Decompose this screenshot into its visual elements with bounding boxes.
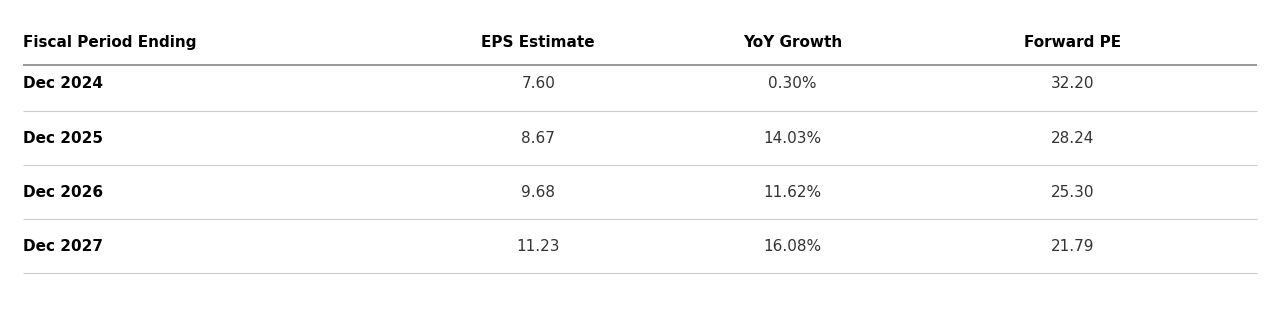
Text: 25.30: 25.30 xyxy=(1051,185,1094,200)
Text: 9.68: 9.68 xyxy=(521,185,556,200)
Text: 7.60: 7.60 xyxy=(521,76,556,91)
Text: 28.24: 28.24 xyxy=(1051,130,1094,146)
Text: Dec 2027: Dec 2027 xyxy=(23,239,104,254)
Text: Fiscal Period Ending: Fiscal Period Ending xyxy=(23,35,197,50)
Text: 14.03%: 14.03% xyxy=(764,130,822,146)
Text: 11.62%: 11.62% xyxy=(764,185,822,200)
Text: Dec 2026: Dec 2026 xyxy=(23,185,104,200)
Text: 8.67: 8.67 xyxy=(521,130,556,146)
Text: EPS Estimate: EPS Estimate xyxy=(481,35,595,50)
Text: 0.30%: 0.30% xyxy=(768,76,817,91)
Text: Dec 2025: Dec 2025 xyxy=(23,130,104,146)
Text: 32.20: 32.20 xyxy=(1051,76,1094,91)
Text: 16.08%: 16.08% xyxy=(764,239,822,254)
Text: Forward PE: Forward PE xyxy=(1024,35,1121,50)
Text: 11.23: 11.23 xyxy=(517,239,561,254)
Text: YoY Growth: YoY Growth xyxy=(742,35,842,50)
Text: 21.79: 21.79 xyxy=(1051,239,1094,254)
Text: Dec 2024: Dec 2024 xyxy=(23,76,104,91)
